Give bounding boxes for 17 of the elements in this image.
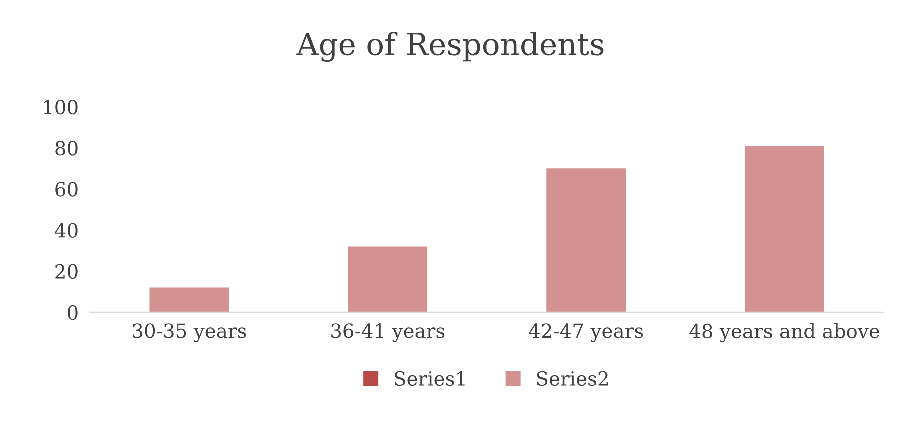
bar	[348, 246, 428, 312]
bar	[745, 146, 824, 312]
y-tick-label: 0	[68, 305, 78, 320]
chart-title: Age of Respondents	[296, 32, 604, 62]
bar	[150, 288, 230, 312]
legend-label: Series1	[395, 371, 465, 386]
y-tick-label: 100	[44, 100, 78, 115]
legend-label: Series2	[537, 371, 608, 386]
x-tick-label: 36-41 years	[332, 324, 445, 342]
x-tick-label: 42-47 years	[529, 324, 644, 342]
x-tick-label: 30-35 years	[133, 324, 246, 342]
y-tick-label: 80	[56, 141, 78, 156]
y-tick-label: 20	[56, 264, 78, 280]
bar	[546, 168, 626, 312]
x-tick-label: 48 years and above	[690, 324, 880, 343]
y-tick-label: 40	[54, 223, 78, 238]
y-tick-label: 60	[56, 182, 78, 197]
